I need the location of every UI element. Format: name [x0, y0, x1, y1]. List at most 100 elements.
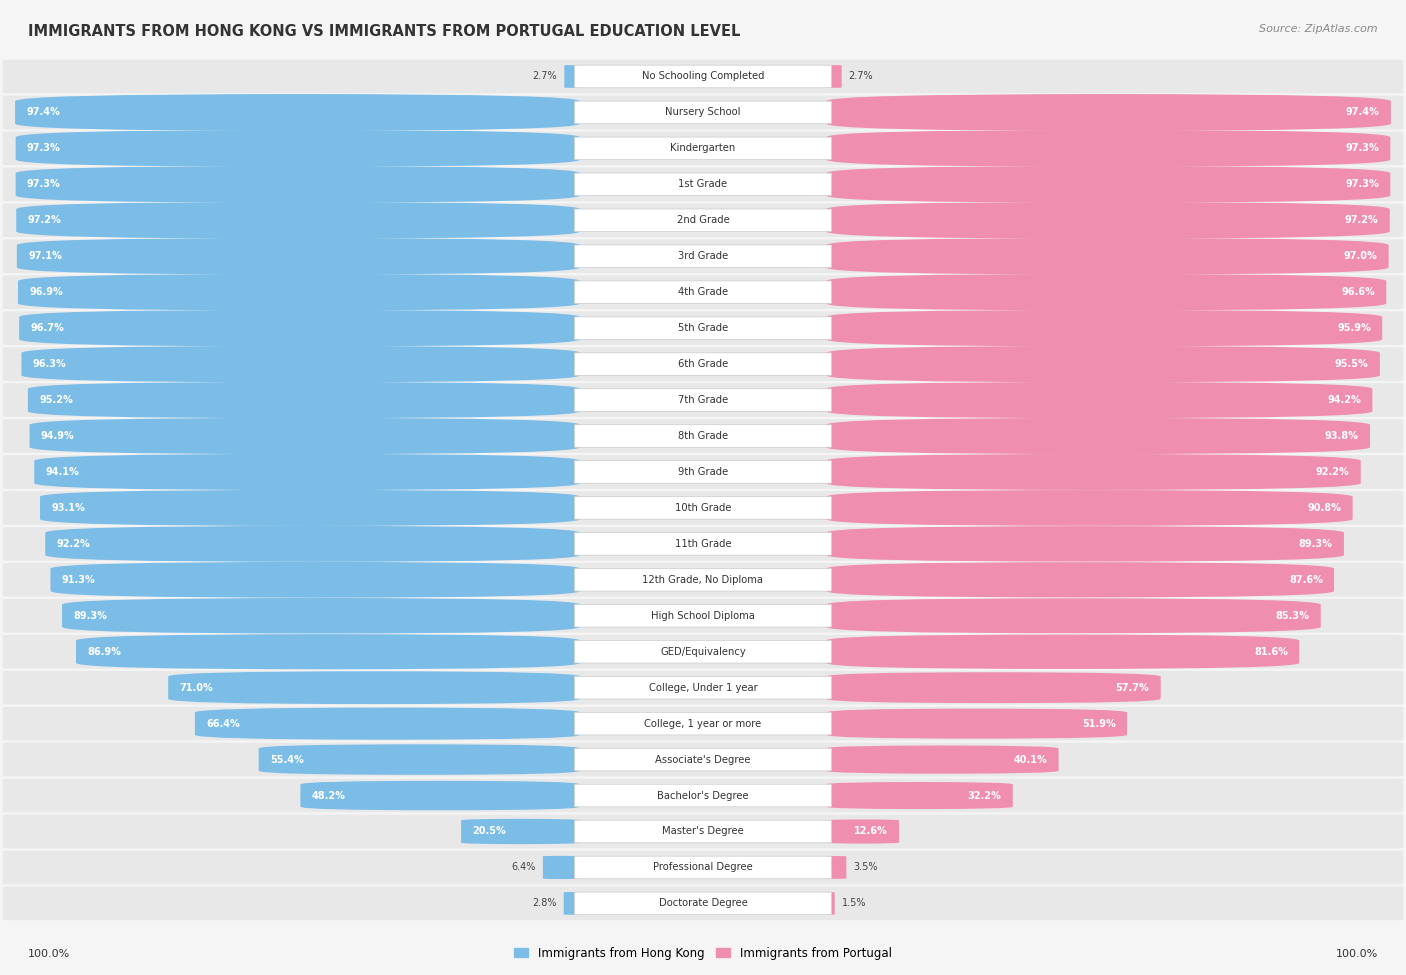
FancyBboxPatch shape	[827, 746, 1059, 774]
Text: 81.6%: 81.6%	[1254, 646, 1288, 657]
FancyBboxPatch shape	[827, 418, 1369, 454]
Text: College, 1 year or more: College, 1 year or more	[644, 719, 762, 728]
FancyBboxPatch shape	[827, 490, 1353, 526]
FancyBboxPatch shape	[827, 94, 1391, 131]
FancyBboxPatch shape	[45, 526, 581, 562]
Text: 97.2%: 97.2%	[1344, 215, 1378, 225]
FancyBboxPatch shape	[3, 779, 1403, 812]
FancyBboxPatch shape	[827, 346, 1379, 382]
FancyBboxPatch shape	[3, 311, 1403, 345]
FancyBboxPatch shape	[575, 173, 831, 196]
Text: 97.4%: 97.4%	[1346, 107, 1379, 117]
FancyBboxPatch shape	[3, 455, 1403, 488]
Text: 97.3%: 97.3%	[1346, 143, 1379, 153]
Text: 1st Grade: 1st Grade	[679, 179, 727, 189]
FancyBboxPatch shape	[3, 743, 1403, 776]
FancyBboxPatch shape	[575, 568, 831, 591]
Text: Associate's Degree: Associate's Degree	[655, 755, 751, 764]
Text: Bachelor's Degree: Bachelor's Degree	[657, 791, 749, 800]
FancyBboxPatch shape	[259, 744, 581, 775]
Text: GED/Equivalency: GED/Equivalency	[661, 646, 745, 657]
Text: 2.7%: 2.7%	[849, 71, 873, 82]
FancyBboxPatch shape	[575, 245, 831, 267]
Text: 92.2%: 92.2%	[56, 539, 90, 549]
FancyBboxPatch shape	[575, 317, 831, 339]
Text: High School Diploma: High School Diploma	[651, 610, 755, 621]
FancyBboxPatch shape	[827, 672, 1161, 703]
Text: 6th Grade: 6th Grade	[678, 359, 728, 370]
FancyBboxPatch shape	[575, 604, 831, 627]
Text: Master's Degree: Master's Degree	[662, 827, 744, 837]
FancyBboxPatch shape	[28, 382, 581, 418]
Text: 95.5%: 95.5%	[1334, 359, 1368, 370]
FancyBboxPatch shape	[575, 137, 831, 160]
FancyBboxPatch shape	[575, 856, 831, 878]
FancyBboxPatch shape	[301, 781, 581, 810]
FancyBboxPatch shape	[3, 527, 1403, 561]
Text: 96.7%: 96.7%	[31, 323, 65, 333]
FancyBboxPatch shape	[3, 886, 1403, 920]
Text: 94.1%: 94.1%	[45, 467, 79, 477]
Text: Doctorate Degree: Doctorate Degree	[658, 898, 748, 909]
FancyBboxPatch shape	[39, 489, 581, 526]
Text: 97.4%: 97.4%	[27, 107, 60, 117]
FancyBboxPatch shape	[3, 240, 1403, 273]
FancyBboxPatch shape	[21, 346, 581, 382]
Text: 2.7%: 2.7%	[533, 71, 557, 82]
Text: 1.5%: 1.5%	[842, 898, 866, 909]
FancyBboxPatch shape	[827, 709, 1128, 739]
Text: 92.2%: 92.2%	[1316, 467, 1350, 477]
FancyBboxPatch shape	[3, 347, 1403, 381]
Text: 2.8%: 2.8%	[533, 898, 557, 909]
Text: 97.1%: 97.1%	[28, 252, 62, 261]
Text: Professional Degree: Professional Degree	[654, 863, 752, 873]
Text: 95.9%: 95.9%	[1337, 323, 1371, 333]
FancyBboxPatch shape	[169, 671, 581, 704]
FancyBboxPatch shape	[3, 815, 1403, 848]
FancyBboxPatch shape	[575, 892, 831, 915]
FancyBboxPatch shape	[3, 275, 1403, 309]
FancyBboxPatch shape	[827, 526, 1344, 562]
Text: 96.3%: 96.3%	[32, 359, 66, 370]
FancyBboxPatch shape	[3, 419, 1403, 452]
FancyBboxPatch shape	[195, 708, 581, 740]
FancyBboxPatch shape	[827, 563, 1334, 598]
Text: 86.9%: 86.9%	[87, 646, 121, 657]
Text: 7th Grade: 7th Grade	[678, 395, 728, 405]
FancyBboxPatch shape	[575, 209, 831, 232]
FancyBboxPatch shape	[18, 274, 581, 310]
FancyBboxPatch shape	[564, 892, 581, 915]
FancyBboxPatch shape	[3, 168, 1403, 201]
Text: 93.1%: 93.1%	[51, 503, 84, 513]
FancyBboxPatch shape	[575, 425, 831, 448]
FancyBboxPatch shape	[575, 713, 831, 735]
Text: 55.4%: 55.4%	[270, 755, 304, 764]
FancyBboxPatch shape	[30, 418, 581, 454]
Text: 9th Grade: 9th Grade	[678, 467, 728, 477]
FancyBboxPatch shape	[827, 274, 1386, 310]
FancyBboxPatch shape	[575, 65, 831, 88]
Text: 12th Grade, No Diploma: 12th Grade, No Diploma	[643, 575, 763, 585]
FancyBboxPatch shape	[575, 101, 831, 124]
FancyBboxPatch shape	[827, 635, 1299, 669]
FancyBboxPatch shape	[575, 389, 831, 411]
FancyBboxPatch shape	[3, 204, 1403, 237]
Text: 97.0%: 97.0%	[1344, 252, 1378, 261]
FancyBboxPatch shape	[3, 491, 1403, 525]
FancyBboxPatch shape	[827, 782, 1012, 809]
FancyBboxPatch shape	[827, 310, 1382, 346]
Text: 40.1%: 40.1%	[1014, 755, 1047, 764]
Text: 94.2%: 94.2%	[1327, 395, 1361, 405]
FancyBboxPatch shape	[3, 850, 1403, 884]
FancyBboxPatch shape	[15, 94, 581, 131]
FancyBboxPatch shape	[3, 707, 1403, 740]
FancyBboxPatch shape	[827, 382, 1372, 418]
Text: 94.9%: 94.9%	[41, 431, 75, 441]
Text: 97.3%: 97.3%	[27, 143, 60, 153]
FancyBboxPatch shape	[51, 562, 581, 598]
Text: 95.2%: 95.2%	[39, 395, 73, 405]
Text: 66.4%: 66.4%	[207, 719, 240, 728]
FancyBboxPatch shape	[34, 453, 581, 490]
FancyBboxPatch shape	[3, 563, 1403, 597]
FancyBboxPatch shape	[3, 383, 1403, 417]
